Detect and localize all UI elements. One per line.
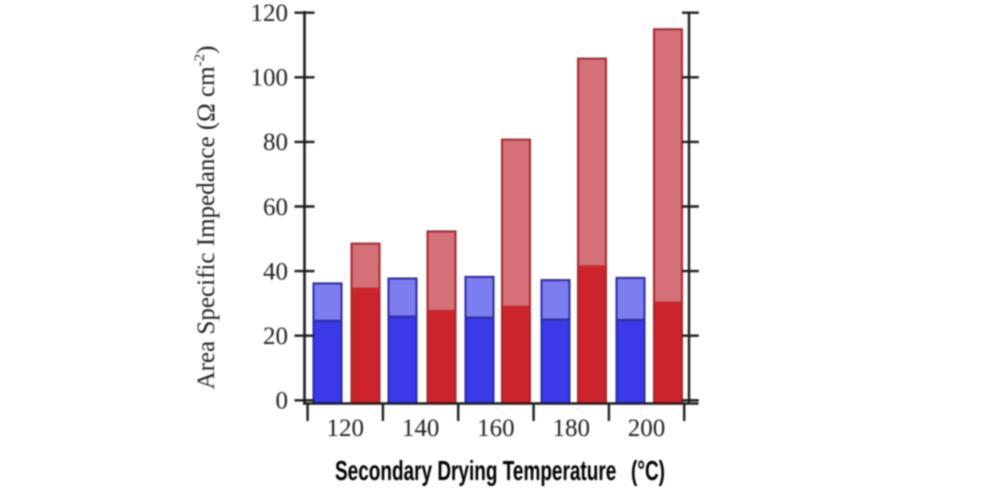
svg-text:0: 0 [276,388,289,415]
svg-text:180: 180 [552,415,590,442]
svg-text:20: 20 [263,323,288,350]
svg-text:100: 100 [251,65,289,92]
svg-text:160: 160 [477,415,515,442]
svg-text:140: 140 [402,415,440,442]
svg-text:40: 40 [263,258,288,285]
svg-text:120: 120 [327,415,365,442]
svg-text:80: 80 [263,129,288,156]
svg-text:60: 60 [263,194,288,221]
svg-text:200: 200 [628,415,666,442]
svg-text:120: 120 [251,0,289,27]
svg-text:Area Specific Impedance (Ω cm-: Area Specific Impedance (Ω cm-2) [192,46,220,390]
svg-text:Secondary Drying Temperature: Secondary Drying Temperature (°C) [335,455,665,486]
